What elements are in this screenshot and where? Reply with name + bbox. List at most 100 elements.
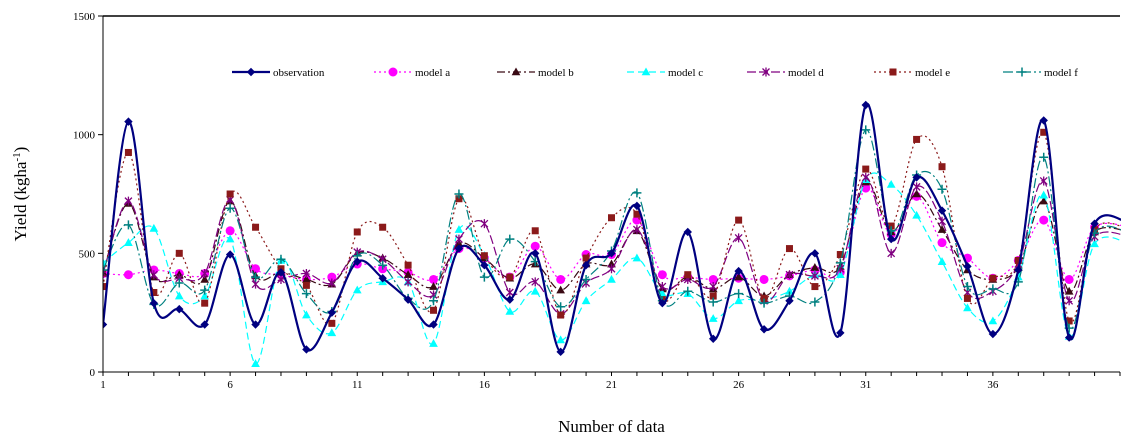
data-point xyxy=(1039,176,1048,186)
data-point xyxy=(581,260,591,270)
data-point xyxy=(735,216,743,224)
data-point xyxy=(734,272,743,281)
data-point xyxy=(150,288,158,296)
data-point xyxy=(352,285,362,294)
legend-item: model d xyxy=(747,67,824,79)
data-point xyxy=(581,296,591,305)
data-point xyxy=(379,223,387,231)
series-line xyxy=(103,176,1121,315)
data-point xyxy=(708,297,718,307)
data-point xyxy=(608,214,615,222)
data-point xyxy=(988,329,998,339)
data-point xyxy=(103,265,108,275)
data-point xyxy=(1065,296,1074,306)
data-point xyxy=(429,338,438,347)
legend-item: model b xyxy=(497,67,574,79)
data-point xyxy=(404,261,412,269)
data-point xyxy=(530,241,540,251)
data-point xyxy=(531,227,539,235)
data-point xyxy=(302,345,311,354)
data-point xyxy=(683,227,692,237)
legend-item: model f xyxy=(1003,67,1078,79)
series-model-e xyxy=(103,128,1121,327)
data-point xyxy=(835,258,845,268)
data-point xyxy=(454,225,464,233)
data-point xyxy=(327,328,337,337)
data-point xyxy=(912,182,921,192)
data-point xyxy=(709,282,718,292)
series-observation xyxy=(103,100,1121,357)
data-point xyxy=(759,325,769,334)
data-point xyxy=(912,210,921,219)
data-point xyxy=(378,274,387,283)
data-point xyxy=(912,189,921,198)
data-point xyxy=(174,278,184,288)
data-point xyxy=(861,100,870,110)
data-point xyxy=(861,125,871,135)
x-tick-label: 21 xyxy=(606,379,617,391)
data-point xyxy=(937,225,947,233)
data-point xyxy=(505,306,515,315)
legend: observation model a model b model c model d m… xyxy=(232,67,1078,79)
data-point xyxy=(200,291,210,300)
data-point xyxy=(607,264,616,274)
data-point xyxy=(963,262,972,271)
data-point xyxy=(530,286,540,295)
data-point xyxy=(328,319,336,327)
x-tick-label: 31 xyxy=(860,379,871,391)
data-point xyxy=(200,269,209,279)
data-point xyxy=(887,248,896,258)
data-point xyxy=(556,302,566,312)
data-point xyxy=(658,282,667,292)
data-point xyxy=(632,215,642,225)
data-point xyxy=(632,188,642,198)
data-point xyxy=(327,308,337,317)
data-point xyxy=(835,270,845,278)
data-point xyxy=(988,316,998,325)
data-point xyxy=(124,238,133,246)
data-point xyxy=(124,117,133,126)
data-point xyxy=(785,296,794,306)
data-point xyxy=(607,249,616,258)
data-point xyxy=(302,269,311,279)
data-point xyxy=(708,334,718,343)
data-point xyxy=(1040,128,1048,136)
data-point xyxy=(759,298,769,308)
data-point xyxy=(175,304,184,314)
data-point xyxy=(429,274,439,284)
data-point xyxy=(1039,196,1049,205)
data-point xyxy=(887,222,895,230)
data-point xyxy=(633,210,641,218)
data-point xyxy=(760,294,768,302)
data-point xyxy=(657,270,667,280)
data-point xyxy=(963,294,971,302)
data-point xyxy=(506,273,514,281)
data-point xyxy=(480,252,488,260)
data-point xyxy=(938,163,946,171)
data-point xyxy=(937,257,947,265)
data-point xyxy=(1064,286,1074,295)
data-point xyxy=(862,165,870,173)
data-point xyxy=(556,274,566,284)
data-point xyxy=(937,184,947,194)
data-point xyxy=(632,201,642,211)
data-point xyxy=(531,249,540,258)
legend-item: model e xyxy=(874,67,950,79)
legend-item: model a xyxy=(374,67,450,79)
data-point xyxy=(683,286,693,296)
data-point xyxy=(480,219,489,229)
data-point xyxy=(403,295,413,304)
data-point xyxy=(302,310,311,319)
y-axis-title-main: Yield (kgha xyxy=(11,161,30,241)
axes xyxy=(102,15,1120,373)
data-point xyxy=(301,289,311,299)
data-point xyxy=(123,220,133,230)
data-point xyxy=(429,320,438,329)
data-point xyxy=(684,271,692,279)
data-point xyxy=(454,189,464,199)
data-point xyxy=(785,245,793,253)
data-point xyxy=(811,283,819,291)
data-point xyxy=(454,234,463,244)
data-point xyxy=(988,284,998,294)
legend-label: model f xyxy=(1044,67,1078,79)
